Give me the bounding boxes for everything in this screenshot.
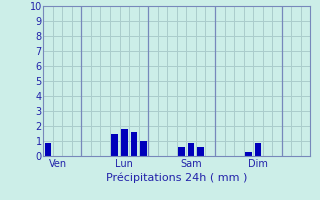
Bar bbox=[178, 147, 185, 156]
Bar bbox=[131, 132, 137, 156]
Bar bbox=[111, 134, 118, 156]
Bar bbox=[44, 142, 51, 156]
Bar bbox=[188, 142, 195, 156]
X-axis label: Précipitations 24h ( mm ): Précipitations 24h ( mm ) bbox=[106, 173, 247, 183]
Bar bbox=[140, 141, 147, 156]
Bar bbox=[197, 147, 204, 156]
Bar bbox=[245, 152, 252, 156]
Bar bbox=[121, 129, 128, 156]
Bar bbox=[255, 142, 261, 156]
